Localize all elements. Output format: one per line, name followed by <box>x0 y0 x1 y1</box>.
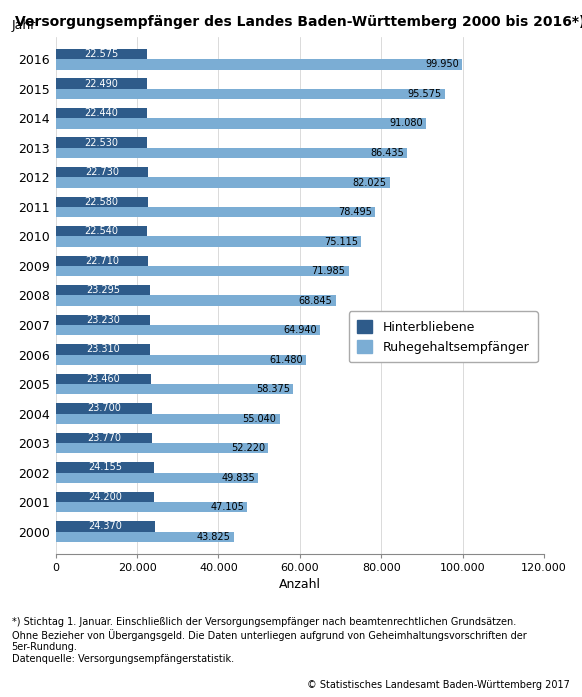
Bar <box>56 374 151 384</box>
Bar <box>56 108 147 118</box>
Bar <box>56 118 427 129</box>
Text: 22.730: 22.730 <box>85 167 119 177</box>
Bar <box>56 296 336 306</box>
Text: 47.105: 47.105 <box>210 503 244 512</box>
Bar <box>56 49 147 59</box>
Text: 22.575: 22.575 <box>84 49 119 59</box>
Text: 22.530: 22.530 <box>84 138 119 148</box>
Text: 24.200: 24.200 <box>88 492 122 502</box>
Text: 24.370: 24.370 <box>88 521 122 532</box>
Bar <box>56 344 151 355</box>
Bar <box>56 285 150 296</box>
Text: 61.480: 61.480 <box>269 355 303 365</box>
Text: 64.940: 64.940 <box>283 325 317 335</box>
Text: 24.155: 24.155 <box>88 462 122 473</box>
Bar <box>56 325 320 335</box>
Bar <box>56 443 268 454</box>
Text: 43.825: 43.825 <box>197 532 230 542</box>
Text: 22.440: 22.440 <box>84 108 118 118</box>
Text: 49.835: 49.835 <box>222 473 255 483</box>
Text: Jahr: Jahr <box>12 19 36 32</box>
Bar <box>56 492 154 502</box>
Legend: Hinterbliebene, Ruhegehaltsempfänger: Hinterbliebene, Ruhegehaltsempfänger <box>349 312 538 362</box>
Bar <box>56 89 445 99</box>
Bar <box>56 532 234 542</box>
Text: 22.710: 22.710 <box>85 256 119 266</box>
Bar <box>56 207 375 217</box>
Text: 78.495: 78.495 <box>338 207 372 217</box>
Bar <box>56 167 148 177</box>
Bar <box>56 413 280 424</box>
Text: 23.700: 23.700 <box>87 404 121 413</box>
Text: 22.540: 22.540 <box>84 227 119 236</box>
Bar <box>56 404 152 413</box>
Text: 99.950: 99.950 <box>425 59 459 70</box>
Text: 55.040: 55.040 <box>243 414 276 424</box>
Bar <box>56 137 147 148</box>
Text: 52.220: 52.220 <box>231 443 265 453</box>
Text: 58.375: 58.375 <box>256 384 290 395</box>
Bar <box>56 79 147 89</box>
Bar <box>56 462 154 473</box>
Text: 23.230: 23.230 <box>86 315 120 325</box>
Text: 22.580: 22.580 <box>84 197 119 207</box>
Text: 23.770: 23.770 <box>87 433 121 443</box>
Text: 82.025: 82.025 <box>352 178 386 187</box>
Text: 95.575: 95.575 <box>407 89 441 99</box>
Text: 71.985: 71.985 <box>311 266 345 276</box>
X-axis label: Anzahl: Anzahl <box>279 579 321 591</box>
Bar <box>56 197 147 207</box>
Bar <box>56 502 247 512</box>
Text: 91.080: 91.080 <box>389 118 423 128</box>
Bar <box>56 236 361 247</box>
Bar <box>56 355 306 365</box>
Bar <box>56 148 407 158</box>
Text: © Statistisches Landesamt Baden-Württemberg 2017: © Statistisches Landesamt Baden-Württemb… <box>307 680 570 690</box>
Text: 23.310: 23.310 <box>86 344 120 354</box>
Text: 23.295: 23.295 <box>86 285 120 296</box>
Bar <box>56 256 148 266</box>
Bar <box>56 177 389 187</box>
Bar <box>56 473 258 483</box>
Title: Versorgungsempfänger des Landes Baden-Württemberg 2000 bis 2016*): Versorgungsempfänger des Landes Baden-Wü… <box>15 15 582 29</box>
Bar <box>56 266 349 276</box>
Text: 22.490: 22.490 <box>84 79 118 89</box>
Text: 75.115: 75.115 <box>324 236 358 247</box>
Bar <box>56 433 152 443</box>
Bar <box>56 521 155 532</box>
Bar <box>56 314 150 325</box>
Text: 86.435: 86.435 <box>371 148 404 158</box>
Text: *) Stichtag 1. Januar. Einschließlich der Versorgungsempfänger nach beamtenrecht: *) Stichtag 1. Januar. Einschließlich de… <box>12 617 526 664</box>
Bar <box>56 59 463 70</box>
Bar <box>56 384 293 395</box>
Text: 23.460: 23.460 <box>87 374 120 384</box>
Text: 68.845: 68.845 <box>299 296 332 305</box>
Bar <box>56 226 147 236</box>
